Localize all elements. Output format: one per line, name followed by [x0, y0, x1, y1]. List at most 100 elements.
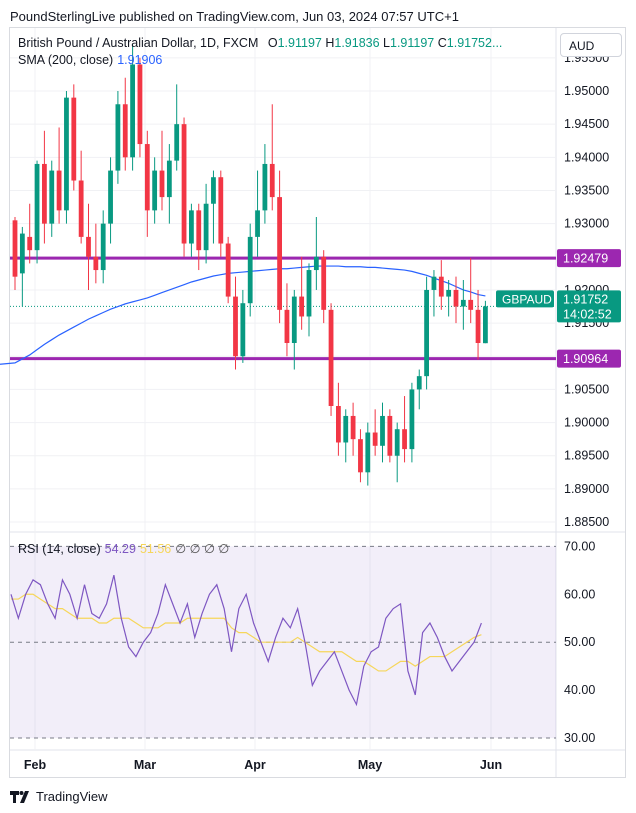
candle-body [86, 236, 91, 257]
rsi-legend: RSI (14, close) 54.29 51.56 ∅ ∅ ∅ ∅ [18, 541, 229, 556]
rsi-tick-label: 40.00 [564, 683, 595, 697]
candle-body [343, 415, 349, 443]
candle-body [306, 270, 312, 317]
sma-legend: SMA (200, close) 1.91906 [18, 53, 162, 67]
price-tick-label: 1.89500 [564, 449, 609, 463]
symbol-tag [496, 290, 554, 308]
candle-body [152, 170, 158, 211]
symbol-name: British Pound / Australian Dollar, 1D, F… [18, 36, 259, 50]
candle-body [372, 432, 378, 446]
price-tick-label: 1.93000 [564, 217, 609, 231]
candle-body [468, 299, 474, 310]
candle-body [453, 289, 459, 307]
candle-body [350, 415, 356, 440]
price-tick-label: 1.88500 [564, 515, 609, 529]
candle-body [19, 233, 25, 274]
time-tick-label: Jun [480, 758, 502, 772]
rsi-line [10, 574, 482, 707]
rsi-value: 54.29 [104, 542, 136, 556]
rsi-tick-label: 60.00 [564, 587, 595, 601]
candle-body [387, 415, 393, 456]
candle-body [56, 170, 62, 211]
candle-body [100, 223, 106, 271]
current-price-value: 1.91752 [563, 292, 608, 306]
currency-button[interactable]: AUD [560, 33, 622, 57]
price-tick-label: 1.95000 [564, 84, 609, 98]
candle-body [438, 276, 444, 297]
low-label: L [383, 36, 390, 50]
candle-body [240, 303, 246, 357]
high-value: 1.91836 [334, 36, 380, 50]
candle-body [284, 309, 290, 343]
candle-body [93, 256, 99, 271]
open-value: 1.91197 [277, 36, 322, 50]
candle-body [277, 197, 282, 310]
candle-body [196, 210, 202, 251]
tradingview-logo-icon [10, 790, 29, 803]
sma-label: SMA (200, close) [18, 53, 114, 67]
current-price-tag [557, 290, 621, 323]
sma-value: 1.91906 [117, 53, 163, 67]
candle-body [64, 97, 69, 211]
candle-body [291, 296, 297, 343]
price-tick-label: 1.94500 [564, 117, 609, 131]
price-tick-label: 1.94000 [564, 150, 609, 164]
rsi-tick-label: 30.00 [564, 731, 595, 745]
candle-body [460, 299, 466, 307]
candle-body [166, 160, 172, 198]
level-price-tag [557, 349, 621, 368]
chart-frame [9, 27, 626, 778]
time-tick-label: Apr [244, 758, 266, 772]
candle-body [475, 309, 481, 343]
candle-body [402, 429, 407, 450]
symbol-legend: British Pound / Australian Dollar, 1D, F… [18, 36, 502, 50]
rsi-tick-label: 70.00 [564, 539, 595, 553]
candle-body [189, 210, 194, 244]
candle-body [174, 124, 180, 161]
open-label: O [267, 36, 278, 50]
candle-body [358, 439, 363, 473]
candle-body [137, 64, 143, 145]
time-tick-label: Feb [24, 758, 47, 772]
close-value: 1.91752 [446, 36, 492, 50]
candle-body [409, 389, 415, 450]
candle-body [269, 163, 275, 198]
rsi-empty-values: ∅ ∅ ∅ ∅ [175, 542, 230, 556]
price-tick-label: 1.93500 [564, 183, 609, 197]
high-label: H [325, 36, 335, 50]
candle-body [483, 306, 488, 344]
candle-body [262, 163, 268, 211]
candle-body [108, 170, 113, 224]
level-price-label: 1.92479 [563, 252, 608, 266]
time-tick-label: Mar [134, 758, 156, 772]
candle-body [225, 243, 231, 297]
candle-body [446, 289, 452, 297]
candle-body [27, 236, 33, 251]
price-tick-label: 1.90500 [564, 382, 609, 396]
symbol-tag-label: GBPAUD [502, 292, 552, 306]
candle-body [211, 177, 216, 204]
legend-ellipsis: ... [491, 36, 503, 50]
bar-countdown: 14:02:52 [563, 307, 612, 321]
candle-body [122, 104, 128, 158]
rsi-tick-label: 50.00 [564, 635, 595, 649]
time-tick-label: May [358, 758, 382, 772]
candle-body [424, 289, 429, 377]
candle-body [130, 64, 135, 158]
footer: TradingView [10, 789, 108, 804]
candle-body [78, 180, 84, 237]
candle-body [71, 97, 77, 181]
price-tick-label: 1.89000 [564, 482, 609, 496]
candle-body [34, 163, 40, 251]
candle-body [321, 256, 327, 310]
candle-body [380, 415, 385, 446]
candle-body [336, 406, 341, 443]
level-price-label: 1.90964 [563, 352, 608, 366]
candle-body [431, 276, 437, 290]
candle-body [299, 296, 305, 317]
candle-body [203, 203, 209, 251]
candle-body [115, 104, 121, 171]
sma-200-line [0, 265, 486, 365]
candle-body [49, 170, 55, 224]
